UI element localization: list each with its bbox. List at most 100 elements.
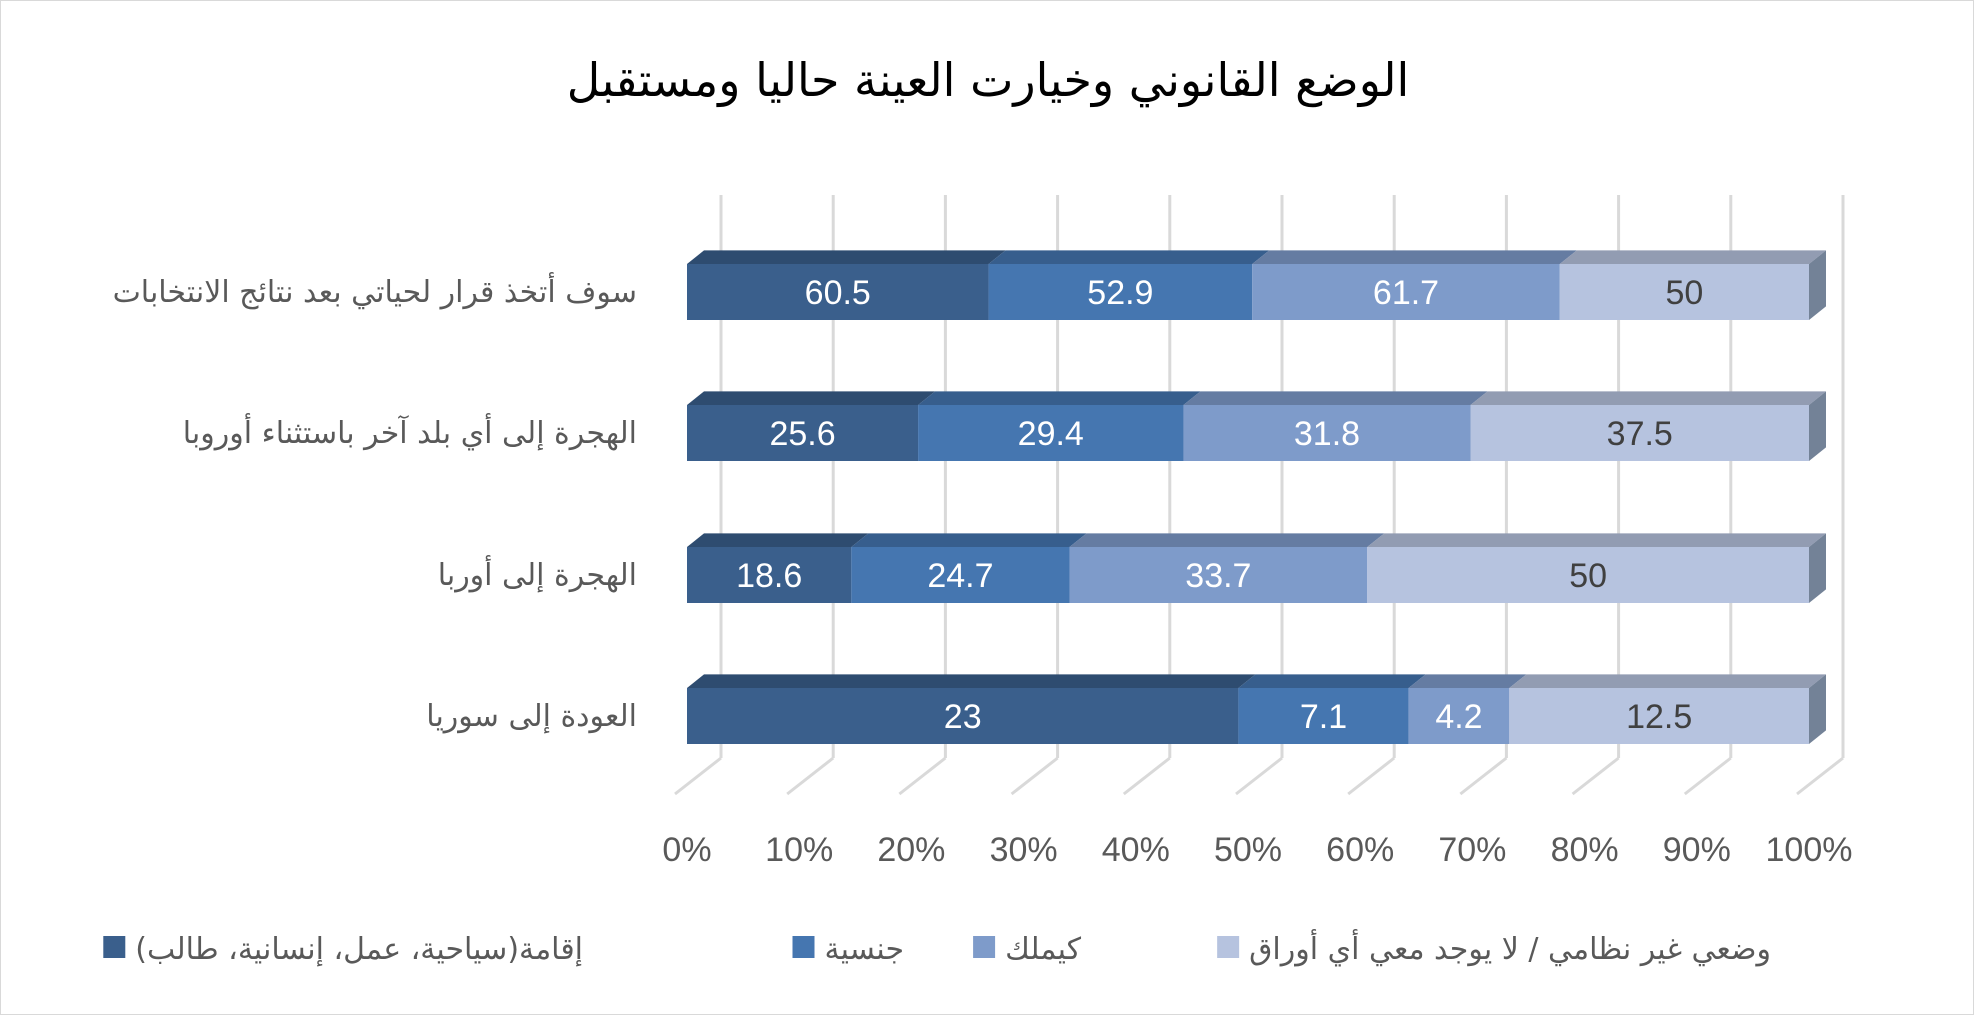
data-label: 37.5 xyxy=(1607,415,1673,453)
bar-top-face xyxy=(1238,674,1426,688)
bar-top-face xyxy=(687,533,869,547)
bar-side-face xyxy=(1809,674,1826,744)
bar-top-face xyxy=(988,250,1270,264)
data-label: 50 xyxy=(1569,557,1607,595)
legend-item: إقامة(سياحية، عمل، إنسانية، طالب) xyxy=(103,932,583,967)
category-label: الهجرة إلى أي بلد آخر باستثناء أوروبا xyxy=(183,412,637,451)
bar-segment: 4.2 xyxy=(1408,674,1527,744)
legend-label: إقامة(سياحية، عمل، إنسانية، طالب) xyxy=(135,932,583,967)
bar-front-face xyxy=(918,405,1184,461)
bar-segment: 50 xyxy=(1559,250,1826,320)
data-label: 60.5 xyxy=(805,274,871,312)
data-label: 50 xyxy=(1665,274,1703,312)
legend: وضعي غير نظامي / لا يوجد معي أي أوراق كيم… xyxy=(103,928,1771,967)
x-tick-label: 0% xyxy=(662,831,711,869)
bar-side-face xyxy=(1809,391,1826,461)
x-tick-label: 20% xyxy=(877,831,945,869)
bar-front-face xyxy=(1238,688,1409,744)
x-axis-ticks: 0% 10% 20% 30% 40% 50% 60% 70% 80% 90% 100% xyxy=(662,831,1852,869)
legend-label: كيملك xyxy=(1005,932,1082,967)
bar-top-face xyxy=(687,674,1256,688)
legend-swatch xyxy=(792,936,815,958)
bar-front-face xyxy=(1559,264,1809,320)
legend-item: كيملك xyxy=(973,932,1082,967)
legend-item: وضعي غير نظامي / لا يوجد معي أي أوراق xyxy=(1217,928,1771,967)
bars: 23 7.1 4.2 12.5 18.6 24.7 33.7 50 25.6 29.4 31.8 37… xyxy=(687,250,1826,744)
gridline-floor xyxy=(1459,756,1508,796)
category-label: الهجرة إلى أوربا xyxy=(438,554,637,593)
data-label: 23 xyxy=(944,698,982,736)
bar-top-face xyxy=(687,391,936,405)
data-label: 31.8 xyxy=(1294,415,1360,453)
category-label: سوف أتخذ قرار لحياتي بعد نتائج الانتخابا… xyxy=(113,271,637,310)
gridline-floor xyxy=(1683,756,1732,796)
data-label: 25.6 xyxy=(769,415,835,453)
bar-segment: 33.7 xyxy=(1069,533,1385,603)
data-label: 4.2 xyxy=(1435,698,1482,736)
bar-segment: 18.6 xyxy=(687,533,869,603)
chart-title: الوضع القانوني وخيارت العينة حاليا ومستق… xyxy=(567,53,1410,108)
x-tick-label: 60% xyxy=(1326,831,1394,869)
x-tick-label: 100% xyxy=(1766,831,1853,869)
bar-front-face xyxy=(687,264,989,320)
bar-top-face xyxy=(1183,391,1488,405)
x-tick-label: 40% xyxy=(1102,831,1170,869)
data-label: 12.5 xyxy=(1626,698,1692,736)
bar-front-face xyxy=(1183,405,1471,461)
bar-front-face xyxy=(1367,547,1809,603)
x-tick-label: 10% xyxy=(765,831,833,869)
gridline-floor xyxy=(674,756,722,796)
bar-front-face xyxy=(851,547,1070,603)
gridline-floor xyxy=(1571,756,1620,796)
bar-top-face xyxy=(1408,674,1527,688)
data-label: 24.7 xyxy=(927,557,993,595)
gridline-floor xyxy=(1347,756,1396,796)
bar-top-face xyxy=(1252,250,1577,264)
gridline-floor xyxy=(786,756,835,796)
bar-front-face xyxy=(1470,405,1809,461)
bar-segment: 31.8 xyxy=(1183,391,1488,461)
bar-segment: 12.5 xyxy=(1509,674,1826,744)
bar-segment: 23 xyxy=(687,674,1256,744)
data-label: 29.4 xyxy=(1018,415,1084,453)
x-tick-label: 90% xyxy=(1663,831,1731,869)
gridline-floor xyxy=(1010,756,1059,796)
data-label: 61.7 xyxy=(1373,274,1439,312)
legend-label: وضعي غير نظامي / لا يوجد معي أي أوراق xyxy=(1249,928,1771,967)
x-tick-label: 50% xyxy=(1214,831,1282,869)
bar-segment: 61.7 xyxy=(1252,250,1577,320)
bar-top-face xyxy=(1559,250,1826,264)
category-label: العودة إلى سوريا xyxy=(426,699,637,734)
bar-front-face xyxy=(1252,264,1560,320)
data-label: 52.9 xyxy=(1087,274,1153,312)
bar-segment: 24.7 xyxy=(851,533,1087,603)
x-tick-label: 80% xyxy=(1551,831,1619,869)
data-label: 33.7 xyxy=(1185,557,1251,595)
bar-segment: 7.1 xyxy=(1238,674,1426,744)
legend-label: جنسية xyxy=(825,932,905,967)
bar-segment: 25.6 xyxy=(687,391,936,461)
bar-top-face xyxy=(687,250,1006,264)
category-labels: العودة إلى سوريا الهجرة إلى أوربا الهجرة إ… xyxy=(113,271,637,734)
bar-front-face xyxy=(687,405,919,461)
data-label: 7.1 xyxy=(1300,698,1347,736)
legend-swatch xyxy=(1217,936,1240,958)
bar-front-face xyxy=(1069,547,1368,603)
bar-front-face xyxy=(1408,688,1510,744)
bar-top-face xyxy=(1069,533,1385,547)
bar-segment: 37.5 xyxy=(1470,391,1826,461)
legend-swatch xyxy=(973,936,996,958)
gridline-floor xyxy=(1235,756,1283,796)
bar-side-face xyxy=(1809,533,1826,603)
bar-top-face xyxy=(1509,674,1826,688)
bar-segment: 60.5 xyxy=(687,250,1006,320)
bar-front-face xyxy=(1509,688,1809,744)
bar-top-face xyxy=(1367,533,1826,547)
x-tick-label: 70% xyxy=(1438,831,1506,869)
bar-front-face xyxy=(687,547,852,603)
bar-side-face xyxy=(1809,250,1826,320)
legend-swatch xyxy=(103,936,126,958)
gridline-floor xyxy=(898,756,947,796)
